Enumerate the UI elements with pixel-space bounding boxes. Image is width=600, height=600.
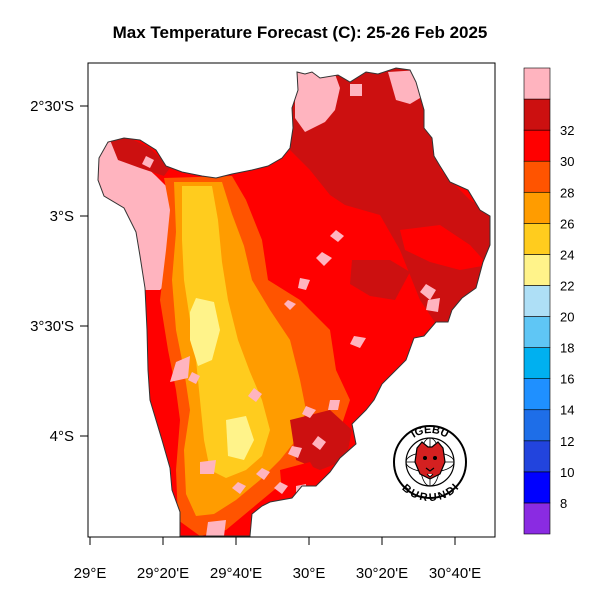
map-title: Max Temperature Forecast (C): 25-26 Feb … [113,23,488,42]
lon-label-30-40e: 30°40'E [429,565,481,582]
longitude-axis: 29°E 29°20'E 29°40'E 30°E 30°20'E 30°40'… [74,537,481,582]
map-panel [87,62,496,538]
colorbar-label: 20 [560,310,574,325]
colorbar-label: 8 [560,496,567,511]
lon-label-29-20e: 29°20'E [137,565,189,582]
burundi-border [97,67,491,537]
lon-label-29-40e: 29°40'E [210,565,262,582]
colorbar-label: 26 [560,216,574,231]
colorbar-label: 18 [560,341,574,356]
colorbar-swatch [523,191,551,224]
leopard-head-icon [414,441,446,480]
colorbar-swatch [523,502,551,535]
colorbar-label: 22 [560,278,574,293]
colorbar-swatch [523,316,551,348]
colorbar-swatch [523,347,551,379]
colorbar-swatch [523,160,551,193]
colorbar-label: 14 [560,403,574,418]
lon-label-30-20e: 30°20'E [356,565,408,582]
colorbar-swatch [523,254,551,286]
colorbar-swatch [523,409,551,442]
colorbar-swatch [523,471,551,504]
colorbar-label: 16 [560,372,574,387]
latitude-axis: 2°30'S 3°S 3°30'S 4°S [30,98,88,445]
lat-label-3-30s: 3°30'S [30,318,74,335]
lon-label-30e: 30°E [293,565,326,582]
igebu-logo: IGEBU BURUNDI [393,424,467,504]
colorbar-swatch [523,223,551,255]
colorbar-label: 30 [560,154,574,169]
colorbar-label: 24 [560,247,574,262]
lat-label-3s: 3°S [50,208,74,225]
colorbar-swatch [523,378,551,411]
lon-label-29e: 29°E [74,565,107,582]
colorbar-swatch [523,98,551,131]
colorbar-swatch [523,440,551,473]
colorbar-label: 32 [560,123,574,138]
logo-top-text: IGEBU [409,424,451,441]
lat-label-2-30s: 2°30'S [30,98,74,115]
lat-label-4s: 4°S [50,428,74,445]
colorbar: 8 10 12 14 16 18 20 22 24 26 28 30 32 [523,67,574,535]
colorbar-swatch [523,67,551,100]
colorbar-swatch [523,285,551,317]
colorbar-label: 12 [560,434,574,449]
colorbar-label: 28 [560,185,574,200]
colorbar-label: 10 [560,465,574,480]
colorbar-swatch [523,129,551,162]
